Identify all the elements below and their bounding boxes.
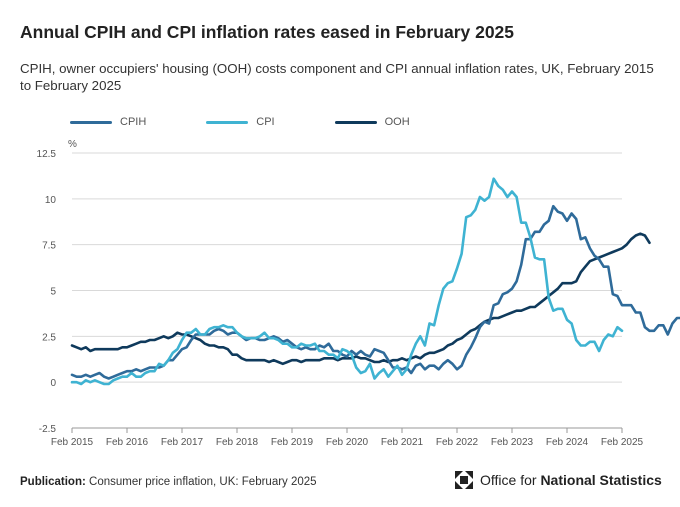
publication-note: Publication: Consumer price inflation, U…	[20, 476, 317, 488]
x-tick-label: Feb 2018	[216, 437, 259, 448]
y-tick-label: 5	[50, 287, 56, 298]
series-line-ooh	[70, 232, 651, 366]
y-tick-label: 12.5	[37, 149, 57, 160]
ons-brand-bold: National Statistics	[540, 472, 662, 488]
chart-subtitle: CPIH, owner occupiers' housing (OOH) cos…	[20, 61, 654, 93]
x-tick-label: Feb 2021	[381, 437, 424, 448]
series-line-cpih	[70, 204, 680, 380]
x-tick-label: Feb 2019	[271, 437, 314, 448]
chart-title: Annual CPIH and CPI inflation rates ease…	[20, 22, 515, 42]
y-tick-label: 0	[50, 378, 56, 389]
ons-brand: Office for National Statistics	[455, 471, 662, 489]
legend-swatch-cpi	[206, 120, 249, 124]
label-layer: -2.5 0 2.5 5 7.5 10 12.5% Feb 2015 Feb 2016 Feb 2…	[37, 139, 644, 448]
x-tick-label: Feb 2016	[106, 437, 149, 448]
ons-brand-text: Office for National Statistics	[480, 472, 662, 488]
y-tick-label: 7.5	[42, 241, 56, 252]
y-tick-label: -2.5	[39, 424, 57, 435]
legend-label-cpih: CPIH	[120, 116, 147, 128]
line-chart: -2.5 0 2.5 5 7.5 10 12.5% Feb 2015 Feb 2016 Feb 2…	[37, 139, 680, 448]
legend-label-ooh: OOH	[384, 116, 410, 128]
legend-item-cpi: CPI	[206, 116, 275, 128]
x-tick-label: Feb 2025	[601, 437, 644, 448]
publication-label: Publication:	[20, 476, 86, 488]
y-tick-label: 10	[45, 195, 57, 206]
x-tick-label: Feb 2017	[161, 437, 204, 448]
x-tick-label: Feb 2020	[326, 437, 369, 448]
legend-label-cpi: CPI	[256, 116, 275, 128]
series-layer	[70, 177, 680, 386]
legend-item-ooh: OOH	[334, 116, 410, 128]
ons-brand-plain: Office for	[480, 472, 541, 488]
legend-swatch-cpih	[70, 120, 112, 124]
series-line-cpi	[70, 177, 624, 386]
chart-legend: CPIH CPI OOH	[70, 116, 470, 128]
publication-text: Consumer price inflation, UK: February 2…	[89, 476, 317, 488]
y-tick-label: 2.5	[42, 332, 56, 343]
grid-layer	[71, 152, 623, 433]
x-tick-label: Feb 2022	[436, 437, 479, 448]
y-unit-label: %	[68, 139, 77, 150]
legend-swatch-ooh	[334, 120, 377, 124]
x-tick-label: Feb 2023	[491, 437, 534, 448]
legend-item-cpih: CPIH	[70, 116, 146, 128]
ons-logo-icon	[455, 471, 473, 489]
x-tick-label: Feb 2024	[546, 437, 589, 448]
x-tick-label: Feb 2015	[51, 437, 94, 448]
